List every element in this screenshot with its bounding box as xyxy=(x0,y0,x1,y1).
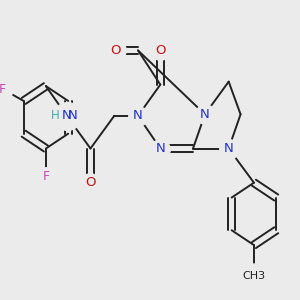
Text: N: N xyxy=(200,108,210,121)
Text: O: O xyxy=(85,176,96,189)
Text: N: N xyxy=(224,142,234,155)
Text: F: F xyxy=(42,170,50,183)
Text: H: H xyxy=(50,109,59,122)
Text: N: N xyxy=(68,109,78,122)
Text: O: O xyxy=(110,44,121,57)
Text: F: F xyxy=(0,82,6,96)
Text: O: O xyxy=(155,44,166,57)
Text: N: N xyxy=(155,142,165,155)
Text: N: N xyxy=(133,109,143,122)
Text: N: N xyxy=(62,109,72,122)
Text: CH3: CH3 xyxy=(242,271,266,281)
